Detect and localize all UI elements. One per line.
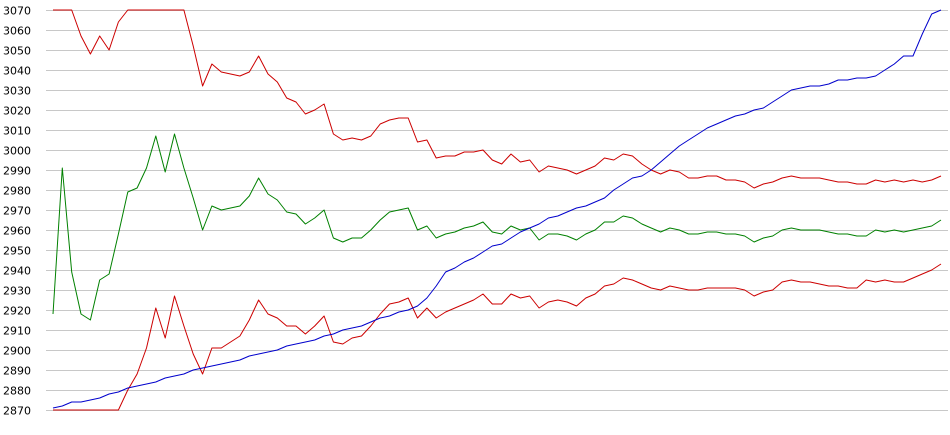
y-tick-label: 2950 xyxy=(3,245,31,258)
y-tick-label: 2960 xyxy=(3,225,31,238)
y-tick-label: 2880 xyxy=(3,385,31,398)
y-tick-label: 3070 xyxy=(3,5,31,18)
y-tick-label: 2970 xyxy=(3,205,31,218)
y-tick-label: 3000 xyxy=(3,145,31,158)
y-tick-label: 3020 xyxy=(3,105,31,118)
y-tick-label: 2980 xyxy=(3,185,31,198)
series-line-1 xyxy=(53,9,942,189)
y-tick-label: 3040 xyxy=(3,65,31,78)
y-tick-label: 2890 xyxy=(3,365,31,378)
gridlines xyxy=(46,10,948,411)
y-tick-label: 2910 xyxy=(3,325,31,338)
y-tick-label: 3050 xyxy=(3,45,31,58)
y-tick-label: 2900 xyxy=(3,345,31,358)
y-tick-label: 3060 xyxy=(3,25,31,38)
series-line-3 xyxy=(52,133,942,321)
y-tick-label: 3010 xyxy=(3,125,31,138)
series-lines xyxy=(52,9,942,411)
y-axis-tick-labels: 2870 2880 2890 2900 2910 2920 2930 2940 2950 2960… xyxy=(3,5,31,418)
y-tick-label: 2920 xyxy=(3,305,31,318)
series-line-4 xyxy=(52,9,942,409)
y-tick-label: 2940 xyxy=(3,265,31,278)
y-tick-label: 2930 xyxy=(3,285,31,298)
y-tick-label: 2990 xyxy=(3,165,31,178)
y-tick-label: 3030 xyxy=(3,85,31,98)
series-line-2 xyxy=(53,263,942,411)
y-tick-label: 2870 xyxy=(3,405,31,418)
